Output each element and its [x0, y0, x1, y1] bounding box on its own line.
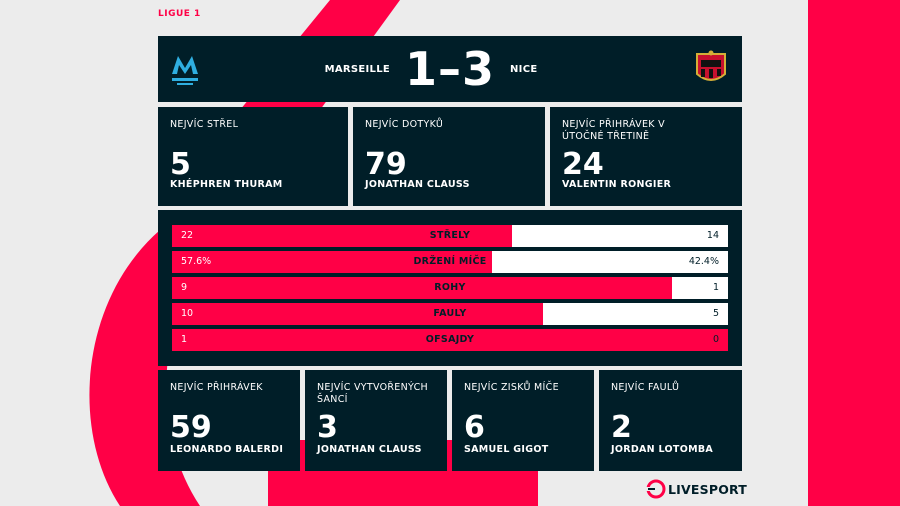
home-share-bar [172, 225, 512, 247]
home-team-name: MARSEILLE [324, 64, 390, 75]
stat-name: FAULY [433, 308, 467, 319]
home-share-bar [172, 303, 543, 325]
stat-label: NEJVÍC STŘEL [170, 119, 239, 130]
stat-player: JONATHAN CLAUSS [365, 179, 470, 190]
comparison-row-fouls: 10 FAULY 5 [172, 303, 728, 325]
stat-player: JONATHAN CLAUSS [317, 444, 422, 455]
stat-label: NEJVÍC PŘIHRÁVEK V ÚTOČNÉ TŘETINĚ [562, 119, 665, 142]
stat-card-most-fouls: NEJVÍC FAULŮ 2 JORDAN LOTOMBA [599, 370, 742, 471]
stat-card-most-chances-created: NEJVÍC VYTVOŘENÝCH ŠANCÍ 3 JONATHAN CLAU… [305, 370, 447, 471]
stat-player: LEONARDO BALERDI [170, 444, 284, 455]
away-value: 1 [712, 282, 719, 293]
stat-value: 3 [317, 410, 338, 445]
home-share-bar [172, 251, 493, 273]
home-value: 57.6% [181, 256, 212, 267]
stat-name: ROHY [434, 282, 466, 293]
home-value: 9 [181, 282, 188, 293]
stat-card-most-final-third-passes: NEJVÍC PŘIHRÁVEK V ÚTOČNÉ TŘETINĚ 24 VAL… [550, 107, 742, 206]
away-team-name: NICE [510, 64, 538, 75]
stat-player: SAMUEL GIGOT [464, 444, 549, 455]
home-value: 10 [181, 308, 194, 319]
stat-value: 6 [464, 410, 485, 445]
home-value: 1 [181, 334, 188, 345]
stat-value: 24 [562, 147, 604, 182]
stat-value: 79 [365, 147, 407, 182]
comparison-row-shots: 22 STŘELY 14 [172, 225, 728, 247]
livesport-logo-icon [646, 479, 666, 499]
home-share-bar [172, 277, 673, 299]
stat-value: 5 [170, 147, 191, 182]
stat-value: 59 [170, 410, 212, 445]
stat-card-most-ball-recoveries: NEJVÍC ZISKŮ MÍČE 6 SAMUEL GIGOT [452, 370, 594, 471]
stat-player: VALENTIN RONGIER [562, 179, 672, 190]
stat-player: KHÉPHREN THURAM [170, 179, 283, 190]
away-value: 14 [706, 230, 719, 241]
stat-name: STŘELY [429, 230, 471, 241]
away-value: 0 [712, 334, 719, 345]
stat-label: NEJVÍC FAULŮ [611, 382, 680, 393]
match-score: 1–3 [404, 42, 495, 96]
stat-name: DRŽENÍ MÍČE [413, 256, 487, 267]
stat-card-most-shots: NEJVÍC STŘEL 5 KHÉPHREN THURAM [158, 107, 348, 206]
stat-player: JORDAN LOTOMBA [611, 444, 714, 455]
match-header: MARSEILLE 1–3 NICE [158, 36, 742, 102]
stat-card-most-touches: NEJVÍC DOTYKŮ 79 JONATHAN CLAUSS [353, 107, 545, 206]
stat-label: NEJVÍC ZISKŮ MÍČE [464, 382, 559, 393]
league-label: LIGUE 1 [158, 9, 201, 19]
stat-card-most-passes: NEJVÍC PŘIHRÁVEK 59 LEONARDO BALERDI [158, 370, 300, 471]
stat-label: NEJVÍC PŘIHRÁVEK [170, 382, 263, 393]
away-value: 42.4% [688, 256, 719, 267]
stat-name: OFSAJDY [425, 334, 475, 345]
olympique-marseille-crest-icon [172, 56, 198, 85]
brand-name: LIVESPORT [668, 482, 748, 497]
stat-label: NEJVÍC VYTVOŘENÝCH ŠANCÍ [317, 382, 428, 405]
background-accent-right [808, 0, 900, 506]
comparison-row-possession: 57.6% DRŽENÍ MÍČE 42.4% [172, 251, 728, 273]
home-value: 22 [181, 230, 194, 241]
stat-label: NEJVÍC DOTYKŮ [365, 119, 444, 130]
stat-value: 2 [611, 410, 632, 445]
team-comparison-panel: 22 STŘELY 14 57.6% DRŽENÍ MÍČE 42.4% 9 R… [158, 210, 742, 366]
comparison-row-corners: 9 ROHY 1 [172, 277, 728, 299]
home-share-bar [172, 329, 728, 351]
away-value: 5 [712, 308, 719, 319]
ogc-nice-crest-icon [696, 50, 726, 81]
comparison-row-offsides: 1 OFSAJDY 0 [172, 329, 728, 351]
